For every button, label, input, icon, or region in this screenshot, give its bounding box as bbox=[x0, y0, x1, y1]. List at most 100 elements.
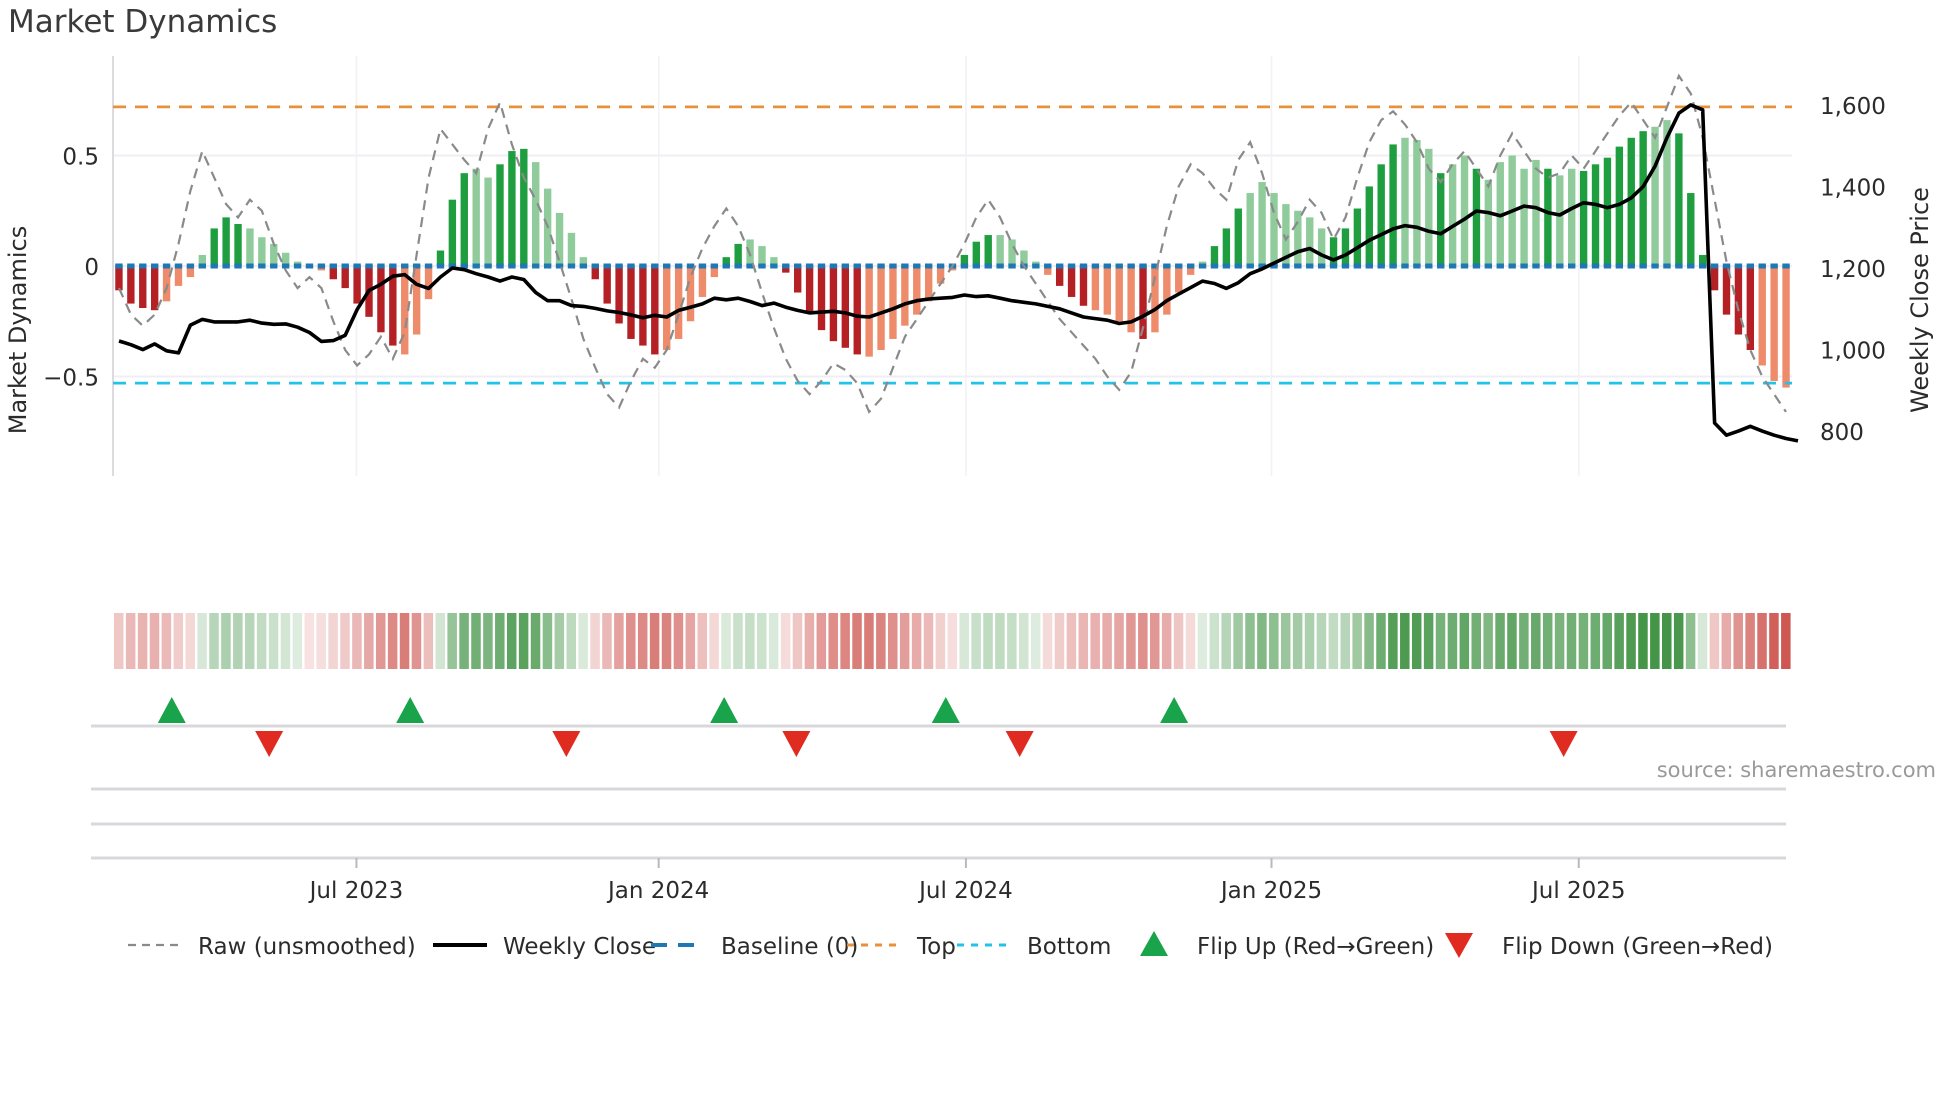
flip-up-marker[interactable] bbox=[710, 697, 739, 723]
strip-cell bbox=[685, 613, 696, 669]
strip-cell bbox=[721, 613, 731, 669]
strip-cell bbox=[1757, 613, 1767, 669]
x-tick-label: Jan 2024 bbox=[606, 878, 709, 904]
bar bbox=[794, 266, 802, 293]
bar bbox=[782, 266, 790, 273]
bar bbox=[579, 257, 588, 266]
strip-cell bbox=[1304, 613, 1315, 669]
strip-cell bbox=[447, 613, 457, 669]
strip-cell bbox=[1269, 613, 1279, 669]
strip-cell bbox=[483, 613, 493, 669]
strip-cell bbox=[340, 613, 350, 669]
flip-down-marker[interactable] bbox=[782, 731, 811, 757]
strip-cell bbox=[1721, 613, 1732, 669]
chart-legend: Raw (unsmoothed) Weekly Close Baseline (0)… bbox=[128, 931, 1773, 960]
strip-cell bbox=[911, 613, 922, 669]
bar bbox=[1734, 266, 1743, 335]
strip-cell bbox=[161, 613, 172, 669]
bar bbox=[1127, 266, 1135, 333]
flip-down-marker[interactable] bbox=[1549, 731, 1578, 757]
strip-cell bbox=[1090, 613, 1100, 669]
bar bbox=[615, 266, 623, 324]
strip-cell bbox=[614, 613, 624, 669]
bar bbox=[1270, 193, 1278, 266]
legend-item[interactable]: Flip Up (Red→Green) bbox=[1140, 931, 1434, 960]
strip-cell bbox=[899, 613, 910, 669]
strip-cell bbox=[1280, 613, 1291, 669]
strip-cell bbox=[304, 613, 315, 669]
bar bbox=[829, 266, 838, 342]
strip-cell bbox=[244, 613, 255, 669]
bar bbox=[1067, 266, 1076, 297]
strip-cell bbox=[1173, 613, 1184, 669]
strip-cell bbox=[1769, 613, 1779, 669]
bar bbox=[1699, 254, 1707, 266]
bar bbox=[1425, 148, 1433, 266]
bar bbox=[1675, 133, 1683, 266]
flip-down-marker[interactable] bbox=[255, 731, 284, 757]
bar bbox=[1472, 168, 1481, 266]
bar bbox=[567, 232, 576, 266]
bar bbox=[674, 266, 683, 339]
bar bbox=[1353, 208, 1362, 266]
legend-item[interactable]: Raw (unsmoothed) bbox=[128, 934, 416, 960]
bar bbox=[770, 257, 778, 266]
bar bbox=[1175, 266, 1183, 293]
right-axis: 1,600 1,400 1,200 1,000 800 bbox=[1820, 94, 1886, 446]
reference-lines bbox=[113, 105, 1792, 385]
legend-label: Bottom bbox=[1027, 934, 1111, 960]
legend-triangle-up-icon bbox=[1140, 931, 1168, 956]
bar bbox=[1758, 266, 1766, 366]
left-axis: 0.5 0 −0.5 bbox=[43, 144, 99, 391]
strip-cell bbox=[947, 613, 958, 669]
legend-label: Top bbox=[916, 934, 956, 960]
y2-tick-label: 1,600 bbox=[1820, 94, 1886, 120]
legend-item[interactable]: Flip Down (Green→Red) bbox=[1445, 933, 1773, 960]
bar bbox=[555, 212, 564, 266]
strip-cell bbox=[1662, 613, 1672, 669]
strip-cell bbox=[733, 613, 743, 669]
bar bbox=[1663, 120, 1671, 267]
bar bbox=[412, 266, 421, 335]
flip-down-marker[interactable] bbox=[1005, 731, 1034, 757]
flip-down-marker[interactable] bbox=[552, 731, 581, 757]
strip-cell bbox=[1590, 613, 1601, 669]
y2-tick-label: 1,400 bbox=[1820, 175, 1886, 201]
strip-cell bbox=[1709, 613, 1720, 669]
flip-up-marker[interactable] bbox=[931, 697, 960, 723]
bar bbox=[115, 266, 123, 291]
legend-item[interactable]: Top bbox=[847, 934, 956, 960]
strip-cell bbox=[137, 613, 148, 669]
bar bbox=[936, 266, 945, 284]
strip-cell bbox=[364, 613, 374, 669]
legend-item[interactable]: Baseline (0) bbox=[651, 934, 858, 960]
bar bbox=[1710, 266, 1719, 291]
strip-cell bbox=[1245, 613, 1255, 669]
bar bbox=[1234, 208, 1242, 266]
bar bbox=[139, 266, 147, 308]
strip-cell bbox=[780, 613, 791, 669]
bar bbox=[436, 250, 445, 266]
bar bbox=[222, 217, 230, 266]
strip-cell bbox=[387, 613, 398, 669]
page-title: Market Dynamics bbox=[8, 4, 277, 40]
strip-cell bbox=[1340, 613, 1351, 669]
legend-item[interactable]: Weekly Close bbox=[433, 934, 656, 960]
strip-cell bbox=[828, 613, 838, 669]
bar bbox=[901, 266, 909, 326]
strip-cell bbox=[649, 613, 660, 669]
flip-up-marker[interactable] bbox=[1160, 697, 1189, 723]
legend-item[interactable]: Bottom bbox=[957, 934, 1111, 960]
bar bbox=[841, 266, 850, 348]
bar bbox=[1639, 131, 1647, 266]
bar bbox=[186, 266, 195, 278]
flip-up-marker[interactable] bbox=[396, 697, 425, 723]
bar bbox=[1055, 266, 1064, 286]
strip-cell bbox=[602, 613, 612, 669]
strip-cell bbox=[804, 613, 815, 669]
strip-cell bbox=[1495, 613, 1505, 669]
bar bbox=[234, 224, 242, 266]
bar bbox=[984, 235, 992, 266]
strip-cell bbox=[1066, 613, 1077, 669]
flip-up-marker[interactable] bbox=[157, 697, 186, 723]
